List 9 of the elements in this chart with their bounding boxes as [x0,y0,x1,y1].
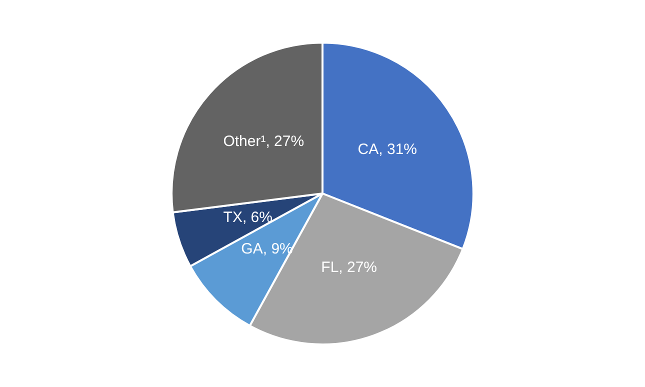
slice-label: GA [241,240,263,258]
slice-label: TX [223,209,242,226]
slice-label: CA [358,140,379,158]
slice-label: Other¹ [223,133,266,150]
data-label: , 27% [266,133,304,150]
data-label: , 6% [242,209,272,226]
data-label: , 31% [378,140,417,158]
slice-label: FL [321,258,339,276]
data-label: , 27% [338,258,378,276]
